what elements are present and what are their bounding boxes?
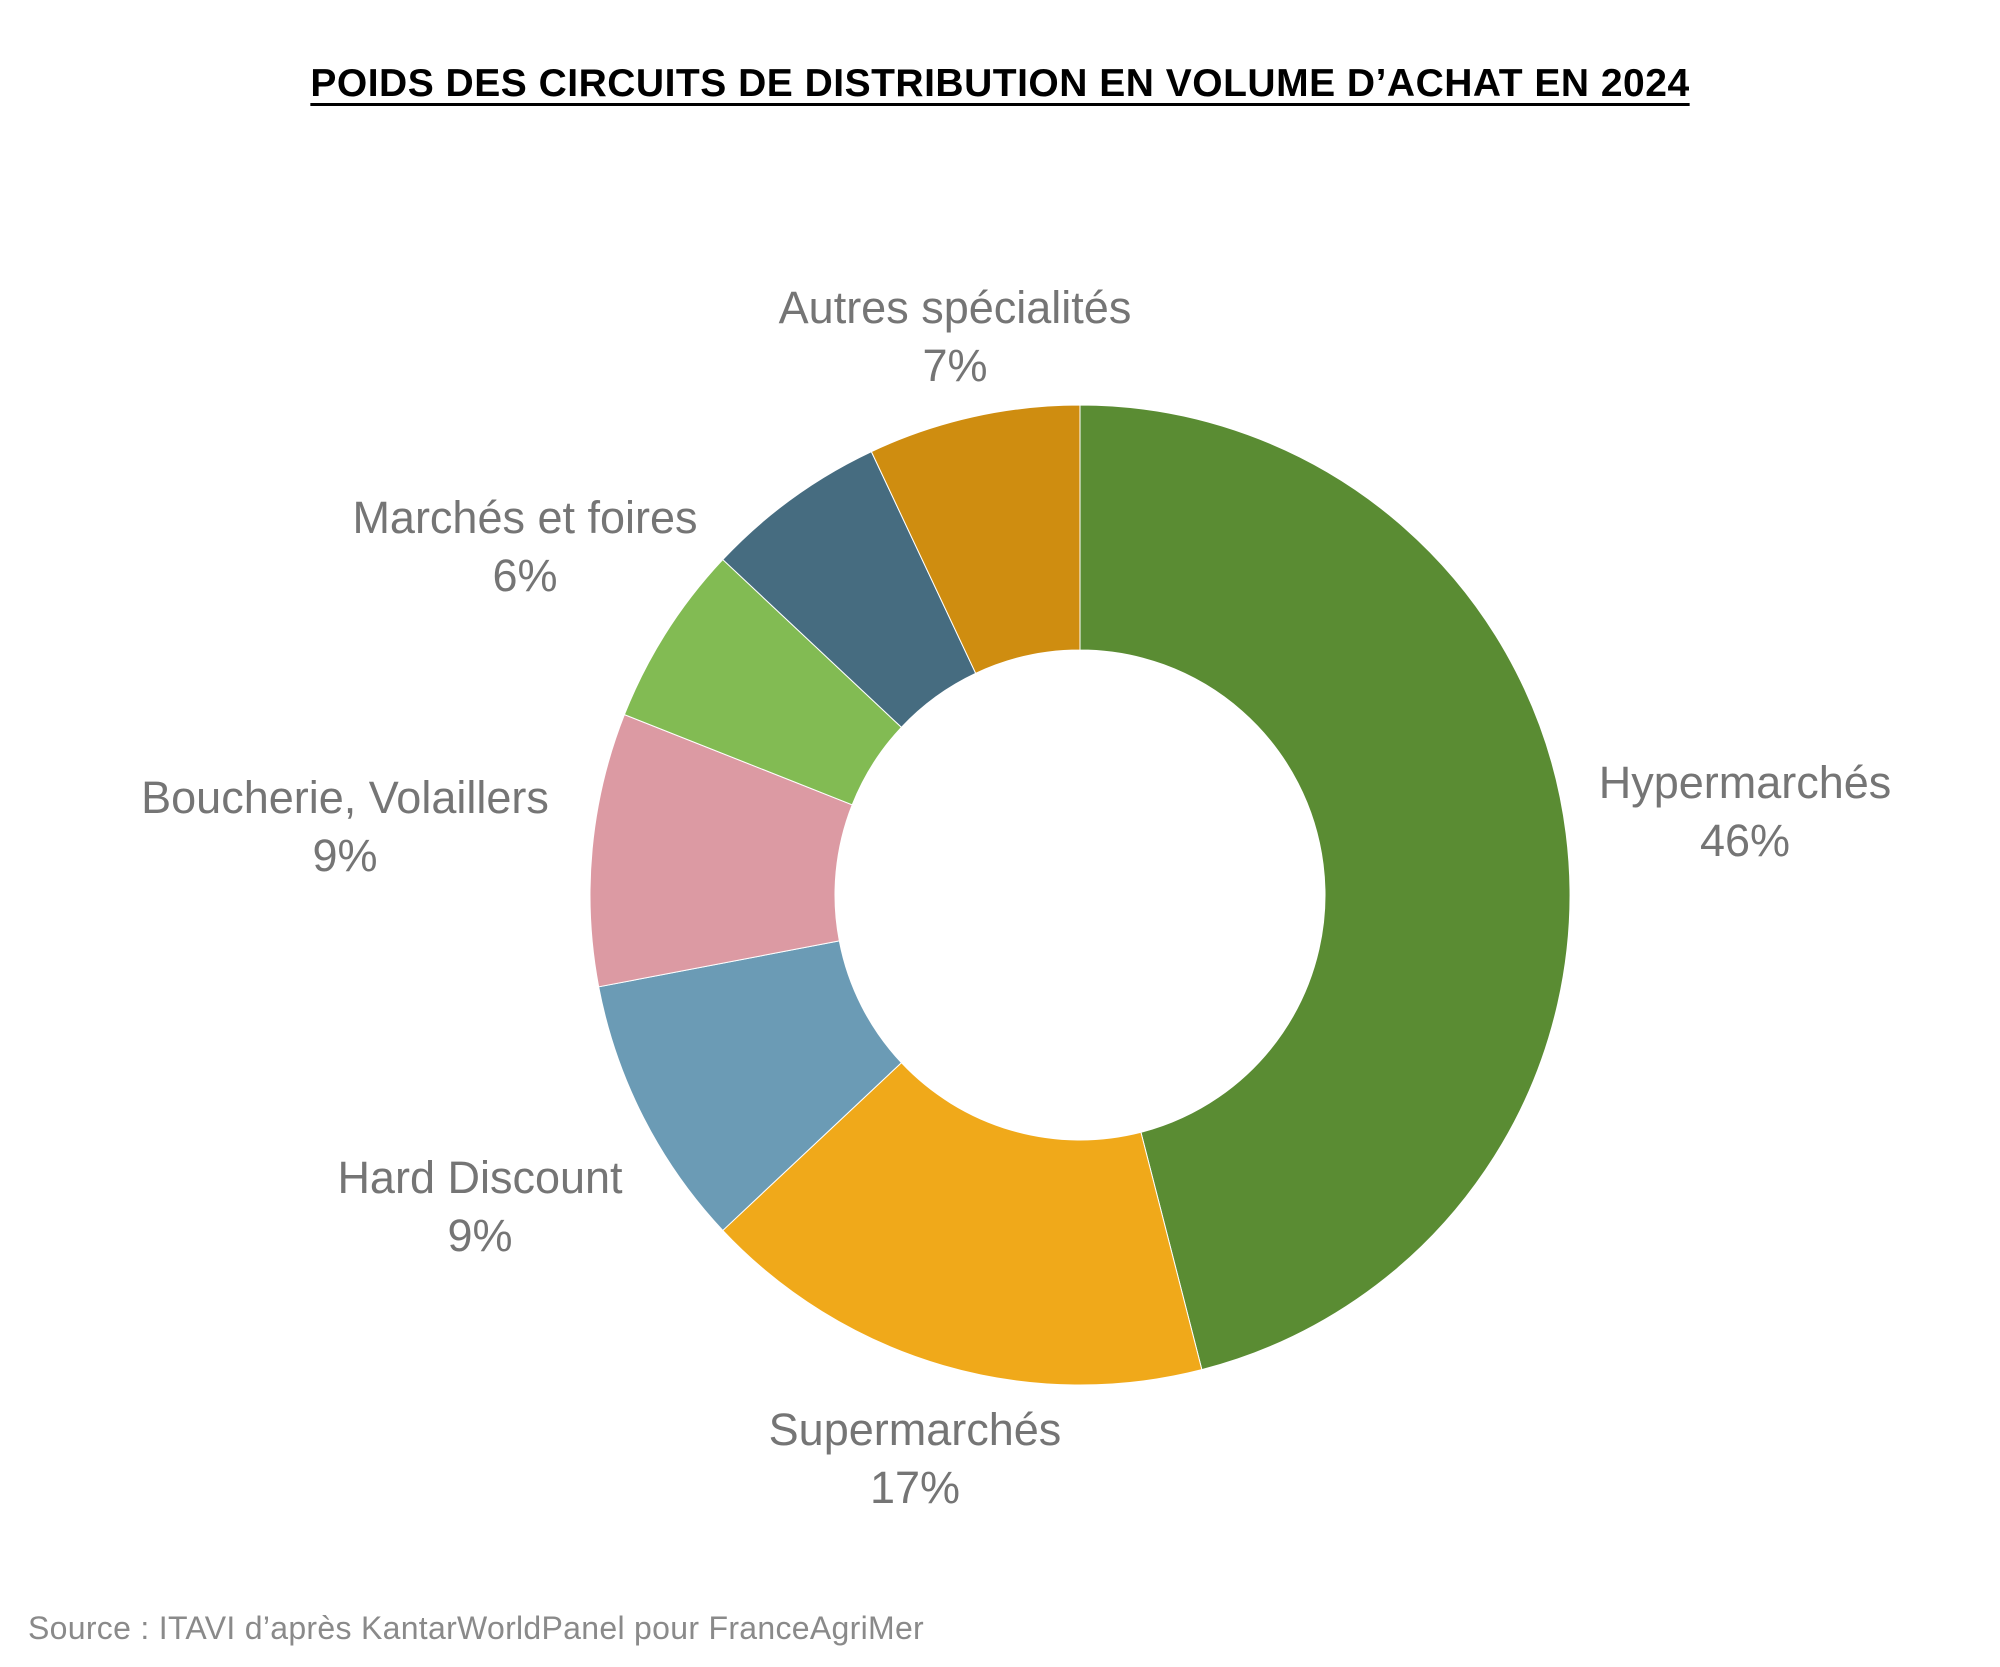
slice-label-value: 7% — [922, 340, 987, 391]
chart-title: POIDS DES CIRCUITS DE DISTRIBUTION EN VO… — [0, 62, 2000, 106]
slice-label-name: Supermarchés — [769, 1404, 1062, 1455]
donut-slice-hypermarch-s — [1079, 404, 1571, 1371]
slice-label-value: 46% — [1700, 815, 1790, 866]
slice-label-name: Hard Discount — [337, 1152, 623, 1203]
donut-slice-hard-discount — [598, 940, 903, 1232]
source-note: Source : ITAVI d’après KantarWorldPanel … — [28, 1610, 925, 1646]
donut-slice-supermarch-s — [722, 1062, 1203, 1386]
slice-label-value: 9% — [312, 830, 377, 881]
slice-label-value: 9% — [447, 1210, 512, 1261]
slice-labels: Hypermarchés 46% Supermarchés 17% Hard Disco… — [141, 282, 1891, 1513]
slice-label-name: Autres spécialités — [779, 282, 1132, 333]
donut-slice-boucherie-volaillers — [589, 713, 853, 988]
slice-label-value: 6% — [492, 550, 557, 601]
donut-slices — [589, 404, 1571, 1386]
donut-slice-autres-sp-cialit-s — [870, 404, 1081, 674]
slice-label-name: Hypermarchés — [1599, 757, 1892, 808]
slice-label-name: Boucherie, Volaillers — [141, 772, 549, 823]
slice-label-value: 17% — [870, 1462, 960, 1513]
slice-label-name: Marchés et foires — [352, 492, 697, 543]
chart-title-text: POIDS DES CIRCUITS DE DISTRIBUTION EN VO… — [310, 62, 1690, 105]
